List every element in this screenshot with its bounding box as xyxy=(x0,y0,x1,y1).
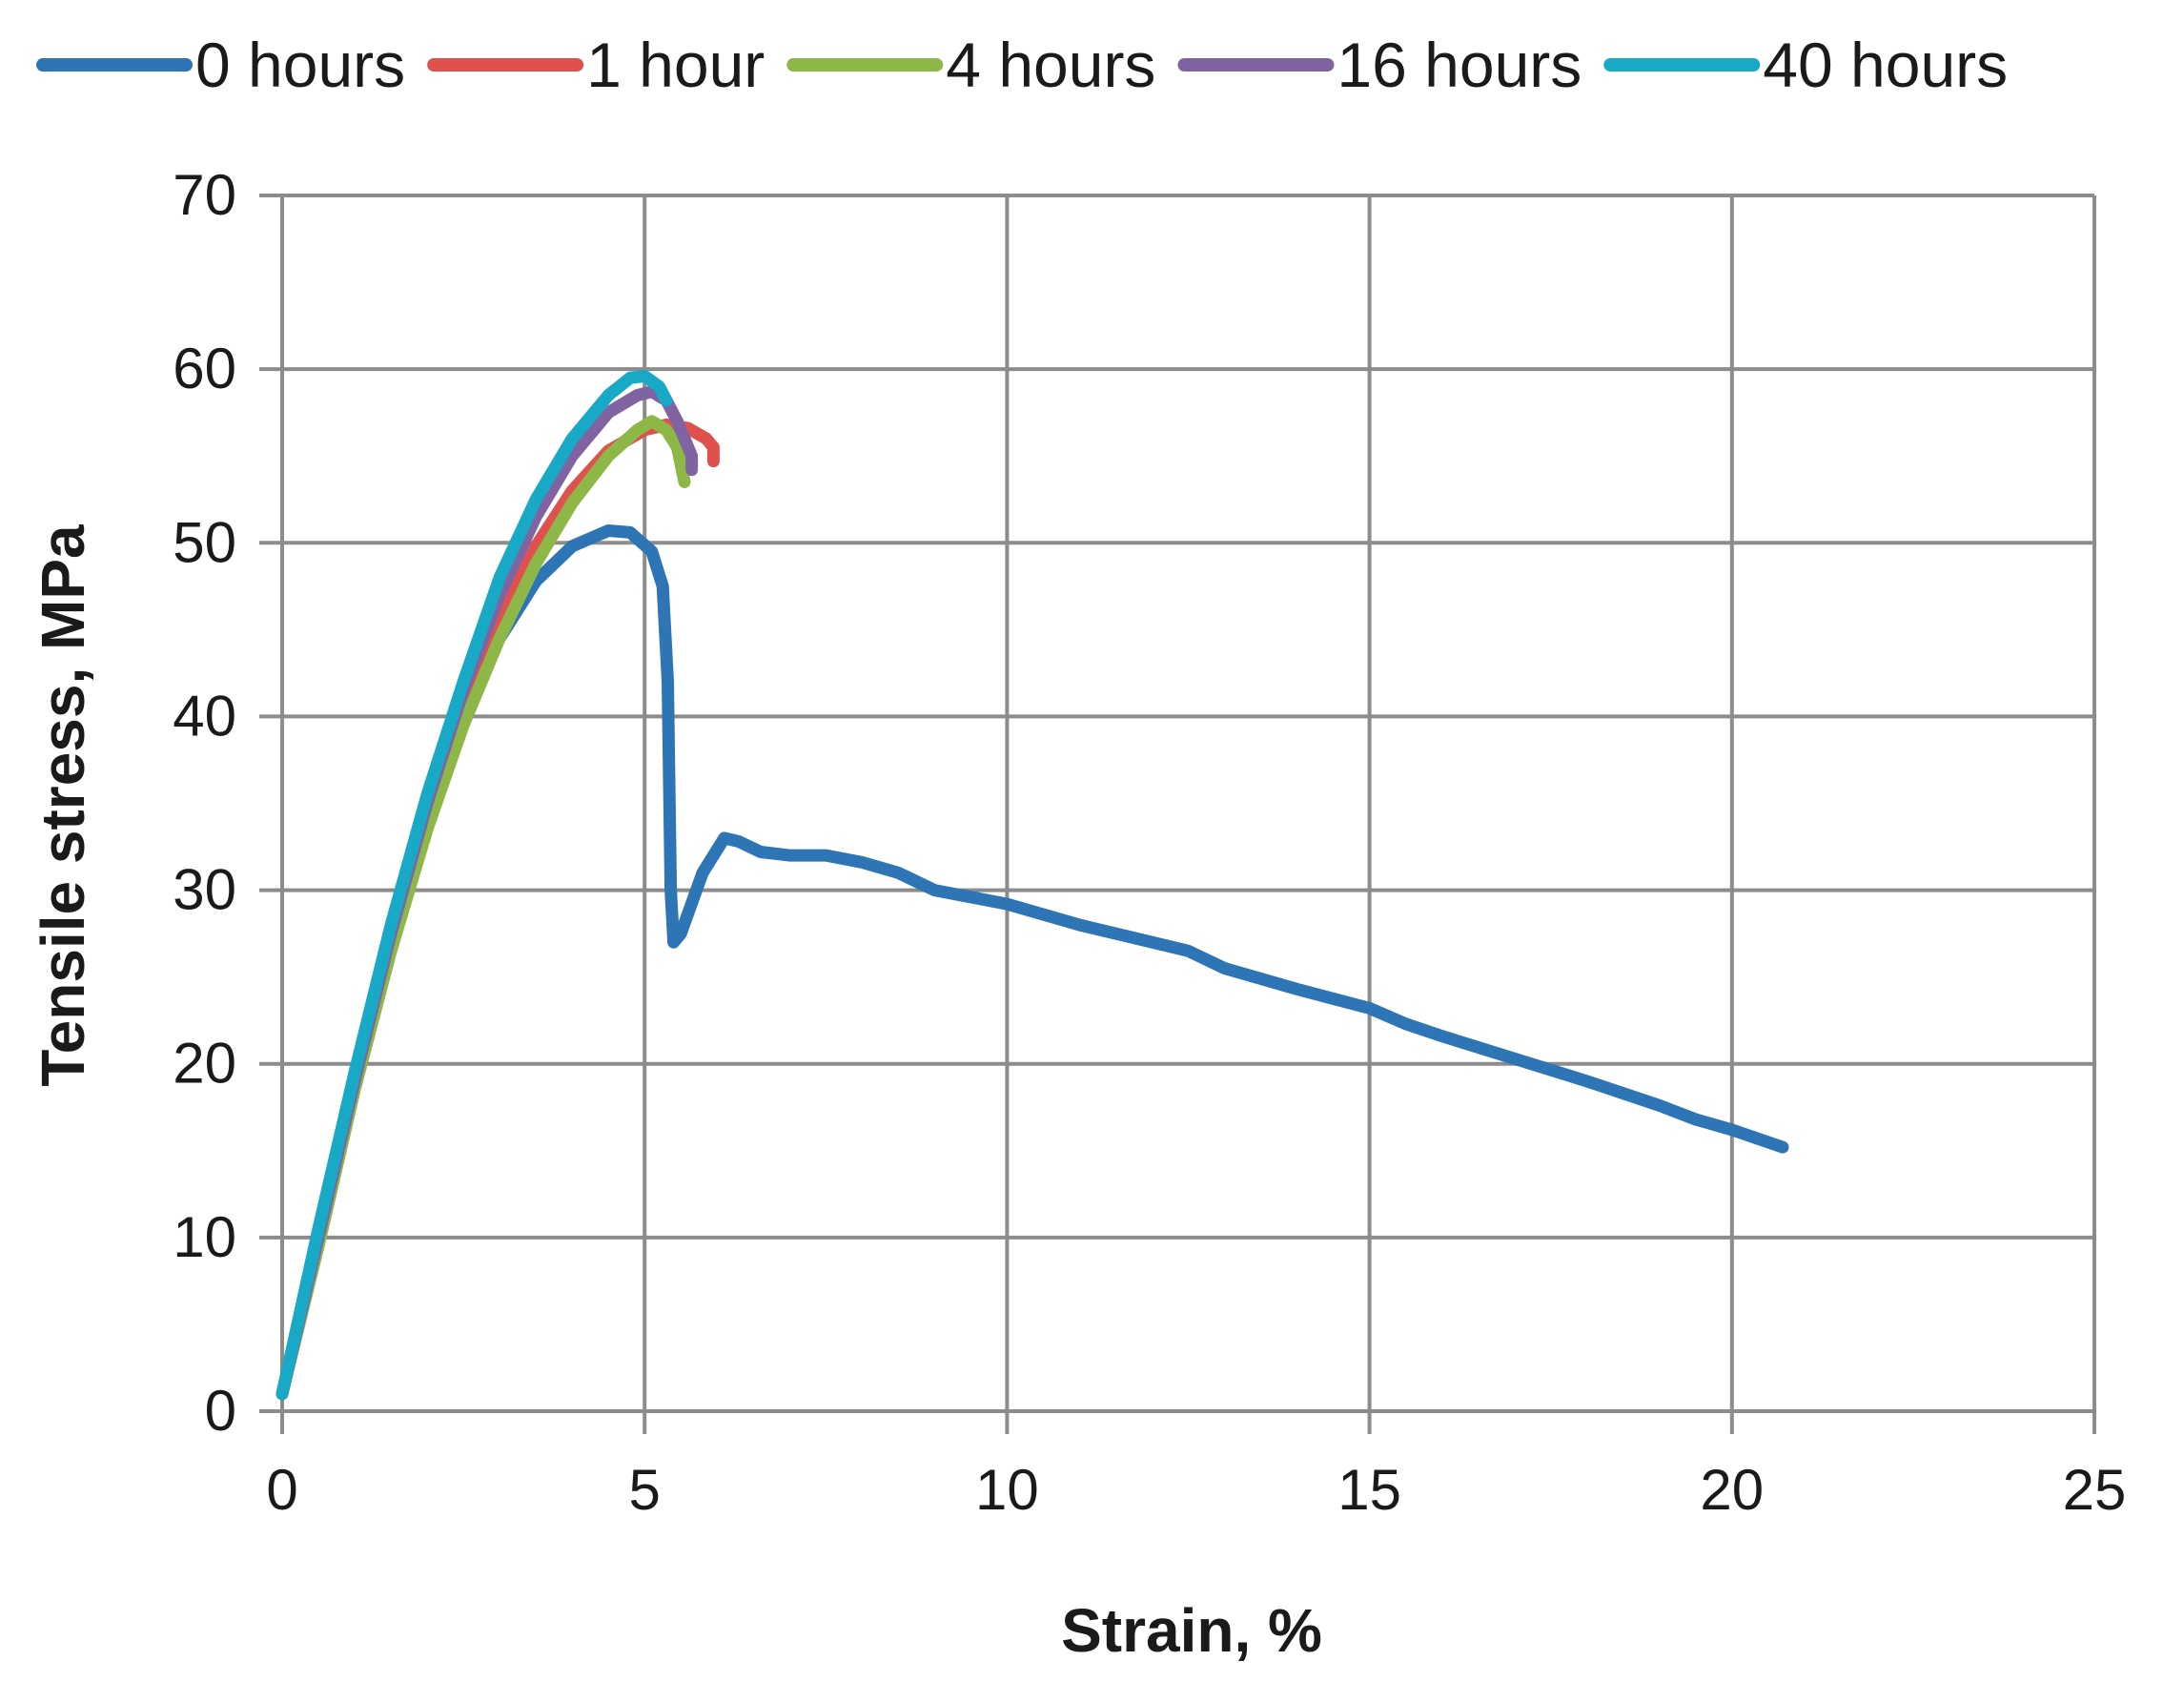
y-tick-label: 50 xyxy=(173,510,236,574)
x-tick-label: 20 xyxy=(1700,1458,1764,1522)
x-tick-label: 10 xyxy=(975,1458,1039,1522)
x-tick-label: 5 xyxy=(629,1458,661,1522)
y-tick-label: 40 xyxy=(173,684,236,748)
legend: 0 hours 1 hour 4 hours 16 hours 40 hours xyxy=(36,30,2008,100)
x-tick-labels: 0 5 10 15 20 25 xyxy=(266,1458,2126,1522)
series-line-40-hours xyxy=(276,369,673,1401)
legend-label: 0 hours xyxy=(195,30,405,100)
y-tick-label: 70 xyxy=(173,163,236,227)
legend-label: 4 hours xyxy=(946,30,1155,100)
y-axis-title: Tensile stress, MPa xyxy=(29,524,97,1087)
x-tick-label: 25 xyxy=(2063,1458,2127,1522)
y-tick-label: 0 xyxy=(205,1379,236,1443)
series-line-4-hours xyxy=(276,415,691,1401)
legend-label: 16 hours xyxy=(1337,30,1582,100)
y-tick-label: 10 xyxy=(173,1205,236,1269)
x-tick-label: 15 xyxy=(1337,1458,1401,1522)
y-tick-labels: 0 10 20 30 40 50 60 70 xyxy=(173,163,236,1443)
series-layer xyxy=(276,369,1789,1401)
series-line-0-hours xyxy=(276,524,1789,1401)
y-tick-label: 30 xyxy=(173,858,236,922)
x-axis-title: Strain, % xyxy=(1061,1596,1322,1665)
y-tick-label: 60 xyxy=(173,337,236,400)
y-tick-label: 20 xyxy=(173,1032,236,1096)
legend-label: 40 hours xyxy=(1763,30,2008,100)
grid-lines xyxy=(259,194,2096,1434)
x-tick-label: 0 xyxy=(266,1458,297,1522)
legend-label: 1 hour xyxy=(586,30,765,100)
